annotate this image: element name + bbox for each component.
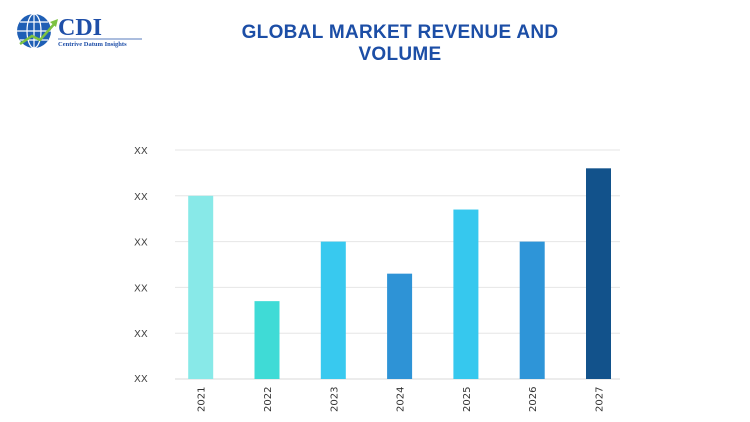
y-tick-label: XX	[134, 192, 148, 203]
y-tick-label: XX	[134, 329, 148, 340]
bar-2024	[387, 273, 413, 379]
x-tick-label: 2023	[329, 387, 340, 412]
bar-2022	[254, 301, 280, 379]
svg-text:Centrive Datum Insights: Centrive Datum Insights	[58, 41, 127, 48]
svg-text:CDI: CDI	[58, 15, 102, 41]
x-tick-label: 2024	[396, 387, 407, 412]
y-tick-label: XX	[134, 374, 148, 385]
bar-2025	[453, 209, 479, 379]
y-tick-label: XX	[134, 238, 148, 249]
y-tick-label: XX	[134, 283, 148, 294]
bar-2023	[320, 241, 346, 379]
bar-2027	[586, 168, 611, 379]
x-tick-label: 2027	[595, 387, 606, 412]
bar-2026	[519, 241, 545, 379]
x-tick-label: 2025	[462, 387, 473, 412]
x-tick-label: 2026	[528, 387, 539, 412]
chart-title: GLOBAL MARKET REVENUE AND VOLUME	[241, 22, 559, 65]
cdi-logo: CDI Centrive Datum Insights	[14, 10, 154, 52]
bar-2021	[188, 195, 214, 379]
y-tick-label: XX	[134, 146, 148, 157]
x-tick-label: 2022	[263, 387, 274, 412]
x-tick-label: 2021	[197, 387, 208, 412]
